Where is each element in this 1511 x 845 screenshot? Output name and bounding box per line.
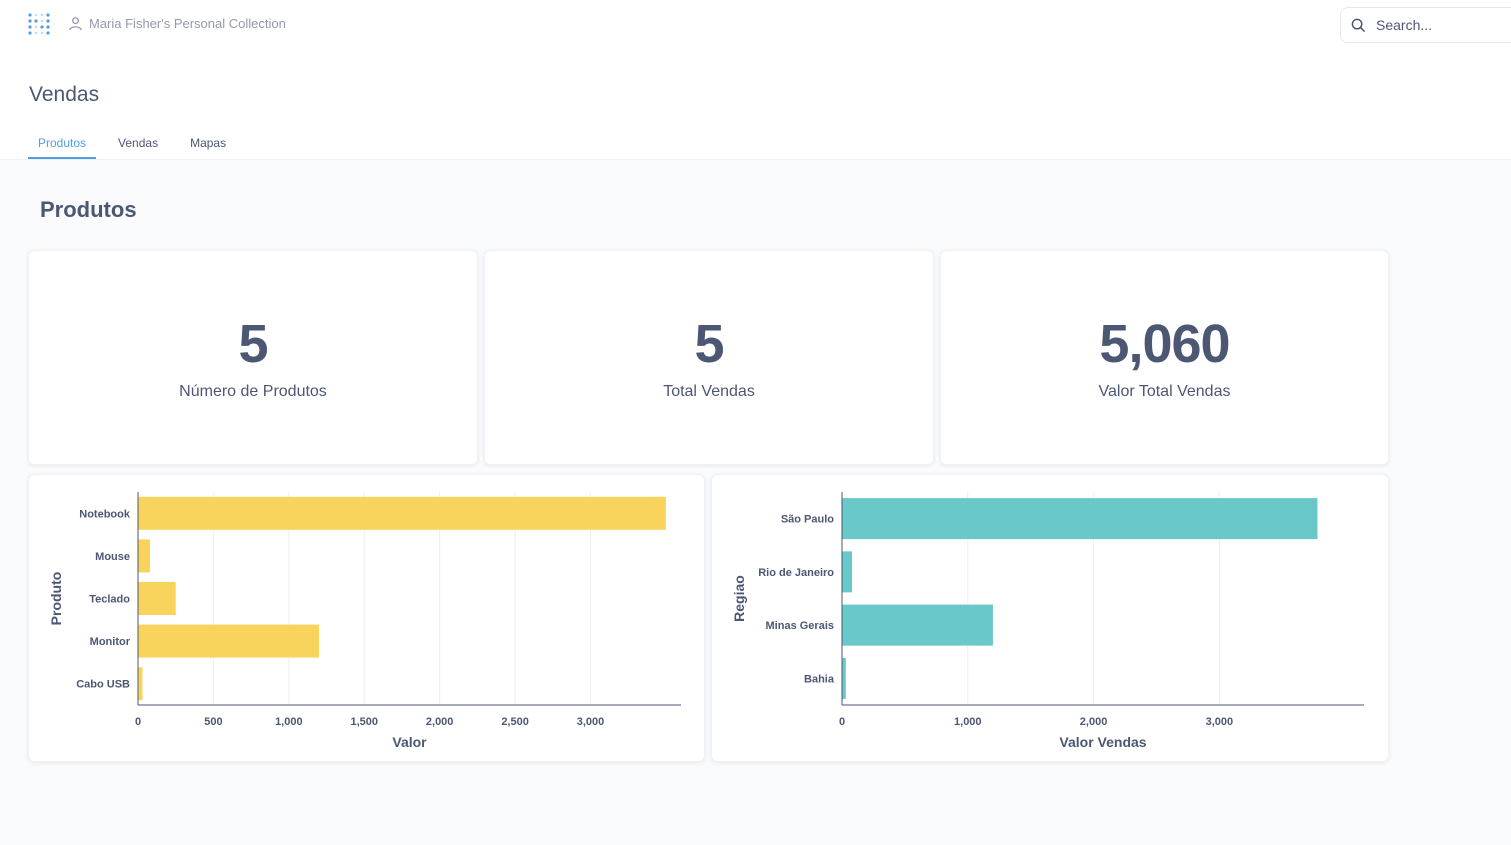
y-category-label: Minas Gerais xyxy=(766,620,834,632)
x-tick-label: 2,000 xyxy=(426,716,454,728)
scalar-value: 5 xyxy=(238,314,268,374)
tab-mapas[interactable]: Mapas xyxy=(190,136,227,150)
x-axis-title: Valor Vendas xyxy=(1059,734,1146,750)
y-category-label: Notebook xyxy=(79,508,131,520)
bar xyxy=(138,539,151,573)
search-box[interactable] xyxy=(1340,7,1511,43)
bar-chart-regiao: 0 1,000 2,000 3,000 São Paulo Rio de Janeiro M… xyxy=(731,492,1364,750)
bar xyxy=(842,657,846,699)
bar xyxy=(842,498,1318,540)
collection-name[interactable]: Maria Fisher's Personal Collection xyxy=(89,16,286,31)
y-axis-title: Produto xyxy=(48,572,64,626)
bar xyxy=(842,604,993,646)
y-category-label: Mouse xyxy=(95,551,130,563)
scalar-card-numero-produtos[interactable]: 5 Número de Produtos xyxy=(28,250,478,465)
scalar-label[interactable]: Total Vendas xyxy=(663,383,755,400)
bar xyxy=(138,496,666,530)
tab-vendas[interactable]: Vendas xyxy=(118,136,159,150)
dashboard-tabs: Produtos Vendas Mapas xyxy=(28,130,248,159)
scalar-card-total-vendas[interactable]: 5 Total Vendas xyxy=(484,250,934,465)
x-tick-label: 2,500 xyxy=(501,716,529,728)
page-title: Vendas xyxy=(29,83,100,106)
x-tick-label: 3,000 xyxy=(1206,716,1234,728)
y-axis-title: Regiao xyxy=(731,575,747,622)
metabase-logo-icon[interactable] xyxy=(28,12,54,38)
scalar-value: 5,060 xyxy=(1099,314,1230,374)
scalar-label[interactable]: Número de Produtos xyxy=(179,383,327,400)
x-tick-label: 3,000 xyxy=(577,716,605,728)
y-category-label: Rio de Janeiro xyxy=(758,567,834,579)
y-category-label: Bahia xyxy=(804,673,835,685)
section-heading: Produtos xyxy=(40,197,137,222)
x-tick-label: 2,000 xyxy=(1080,716,1108,728)
x-tick-label: 1,500 xyxy=(350,716,378,728)
y-category-label: Monitor xyxy=(90,636,131,648)
x-tick-label: 1,000 xyxy=(275,716,303,728)
search-icon xyxy=(1351,18,1366,32)
bar-chart-produtos: 0 500 1,000 1,500 2,000 2,500 3,000 Notebook Mou… xyxy=(48,492,681,750)
y-category-label: São Paulo xyxy=(781,514,834,526)
x-tick-label: 0 xyxy=(839,716,845,728)
bar xyxy=(842,551,853,593)
bar xyxy=(138,667,143,701)
y-category-label: Teclado xyxy=(89,594,130,606)
scalar-label[interactable]: Valor Total Vendas xyxy=(1098,383,1231,400)
y-category-label: Cabo USB xyxy=(76,679,130,691)
search-input[interactable] xyxy=(1376,17,1506,33)
tab-produtos[interactable]: Produtos xyxy=(28,130,97,159)
bar xyxy=(138,582,176,615)
chart-card-regiao[interactable]: 0 1,000 2,000 3,000 São Paulo Rio de Janeiro M… xyxy=(711,474,1389,762)
x-tick-label: 500 xyxy=(204,716,222,728)
bar xyxy=(138,624,319,658)
x-axis-title: Valor xyxy=(392,734,427,750)
scalar-card-valor-total[interactable]: 5,060 Valor Total Vendas xyxy=(940,250,1389,465)
person-icon xyxy=(69,17,82,31)
chart-card-produtos[interactable]: 0 500 1,000 1,500 2,000 2,500 3,000 Notebook Mou… xyxy=(28,474,705,762)
scalar-value: 5 xyxy=(694,314,724,374)
breadcrumb[interactable]: Maria Fisher's Personal Collection xyxy=(68,16,286,31)
x-tick-label: 1,000 xyxy=(954,716,982,728)
x-tick-label: 0 xyxy=(135,716,141,728)
top-navigation: Maria Fisher's Personal Collection Venda… xyxy=(0,0,1511,160)
